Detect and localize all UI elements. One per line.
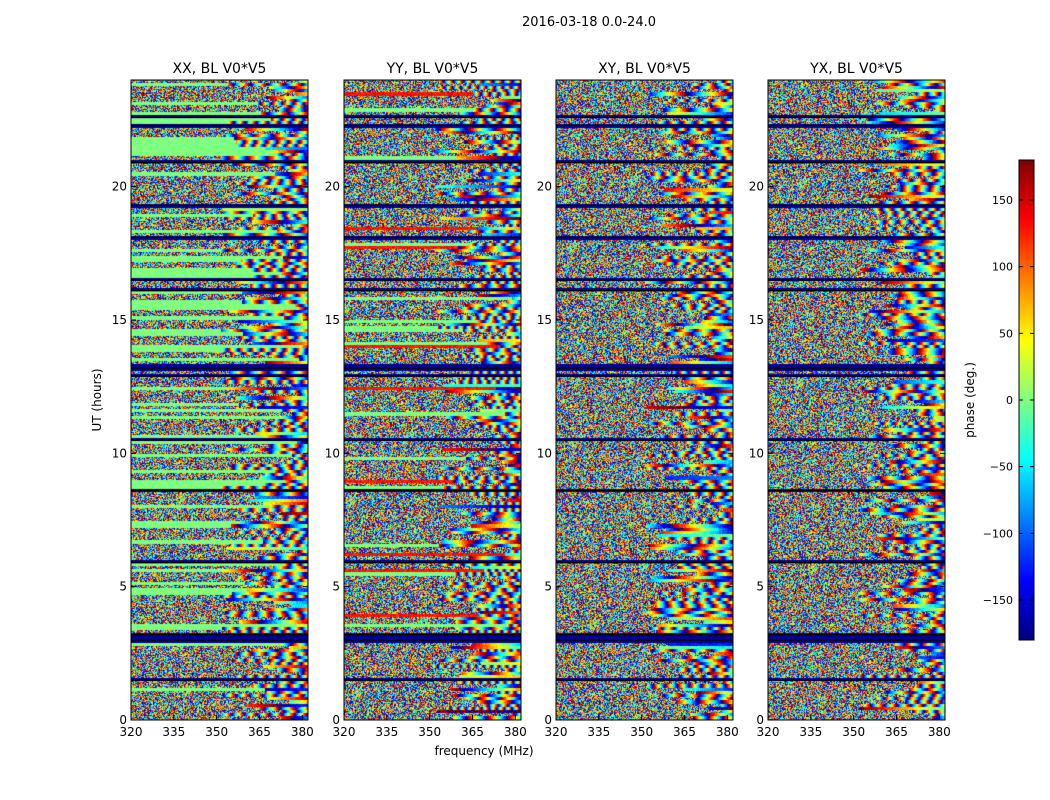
y-tick-label: 10 xyxy=(325,446,340,460)
y-tick-label: 20 xyxy=(325,180,340,194)
panel-frame xyxy=(130,79,309,721)
y-tick-label: 0 xyxy=(332,713,340,727)
x-tick-label: 320 xyxy=(333,725,356,739)
x-tick-label: 380 xyxy=(291,725,314,739)
x-tick-label: 365 xyxy=(673,725,696,739)
panel-3: XY, BL V0*V5 320 335 350 365 380 0 5 10 15 20 xyxy=(537,61,739,739)
panel-frame xyxy=(767,79,946,721)
x-tick-label: 320 xyxy=(545,725,568,739)
x-tick-label: 380 xyxy=(504,725,527,739)
colorbar: 150 100 50 0 −50 −100 −150 xyxy=(983,159,1035,641)
y-tick-label: 10 xyxy=(537,446,552,460)
y-tick-label: 0 xyxy=(544,713,552,727)
colorbar-tick-label: −150 xyxy=(983,594,1013,607)
colorbar-tick-label: −100 xyxy=(983,527,1013,540)
y-tick-label: 15 xyxy=(325,313,340,327)
x-tick-label: 335 xyxy=(162,725,185,739)
y-tick-label: 0 xyxy=(119,713,127,727)
panel-title: YY, BL V0*V5 xyxy=(386,61,479,77)
x-tick-label: 350 xyxy=(418,725,441,739)
y-tick-label: 10 xyxy=(112,446,127,460)
y-tick-label: 5 xyxy=(332,580,340,594)
panel-title: XY, BL V0*V5 xyxy=(598,61,691,77)
x-tick-label: 320 xyxy=(120,725,143,739)
x-tick-label: 320 xyxy=(757,725,780,739)
colorbar-tick-label: 0 xyxy=(1006,394,1013,407)
x-tick-label: 335 xyxy=(799,725,822,739)
y-tick-label: 15 xyxy=(537,313,552,327)
panel-4: YX, BL V0*V5 320 335 350 365 380 0 5 10 15 20 xyxy=(749,61,951,739)
panel-heatmap xyxy=(131,80,308,720)
y-tick-label: 5 xyxy=(544,580,552,594)
panel-frame xyxy=(343,79,522,721)
x-tick-label: 335 xyxy=(375,725,398,739)
y-tick-label: 5 xyxy=(119,580,127,594)
x-tick-label: 365 xyxy=(461,725,484,739)
x-axis-label: frequency (MHz) xyxy=(434,744,533,758)
panel-2: YY, BL V0*V5 320 335 350 365 380 0 5 10 15 20 xyxy=(325,61,527,739)
colorbar-tick-label: −50 xyxy=(990,461,1013,474)
panel-heatmap xyxy=(556,80,733,720)
figure-suptitle: 2016-03-18 0.0-24.0 xyxy=(522,15,656,30)
panel-title: XX, BL V0*V5 xyxy=(173,61,267,77)
panel-frame xyxy=(555,79,734,721)
x-tick-label: 335 xyxy=(587,725,610,739)
x-tick-label: 350 xyxy=(842,725,865,739)
y-tick-label: 20 xyxy=(537,180,552,194)
y-tick-label: 20 xyxy=(749,180,764,194)
y-tick-label: 10 xyxy=(749,446,764,460)
panel-heatmap xyxy=(768,80,945,720)
x-tick-label: 350 xyxy=(630,725,653,739)
x-tick-label: 380 xyxy=(716,725,739,739)
y-tick-label: 15 xyxy=(112,313,127,327)
y-tick-label: 20 xyxy=(112,180,127,194)
panel-1: XX, BL V0*V5 320 335 350 365 380 0 5 10 15 20 xyxy=(112,61,314,739)
x-tick-label: 350 xyxy=(205,725,228,739)
y-tick-label: 15 xyxy=(749,313,764,327)
colorbar-tick-label: 100 xyxy=(992,261,1013,274)
colorbar-tick-label: 50 xyxy=(999,327,1013,340)
colorbar-tick-label: 150 xyxy=(992,194,1013,207)
panel-title: YX, BL V0*V5 xyxy=(809,61,903,77)
colorbar-label: phase (deg.) xyxy=(963,362,977,438)
x-tick-label: 365 xyxy=(885,725,908,739)
panel-heatmap xyxy=(344,80,521,720)
x-tick-label: 380 xyxy=(928,725,951,739)
y-tick-label: 5 xyxy=(756,580,764,594)
y-tick-label: 0 xyxy=(756,713,764,727)
y-axis-label: UT (hours) xyxy=(90,368,104,431)
x-tick-label: 365 xyxy=(248,725,271,739)
